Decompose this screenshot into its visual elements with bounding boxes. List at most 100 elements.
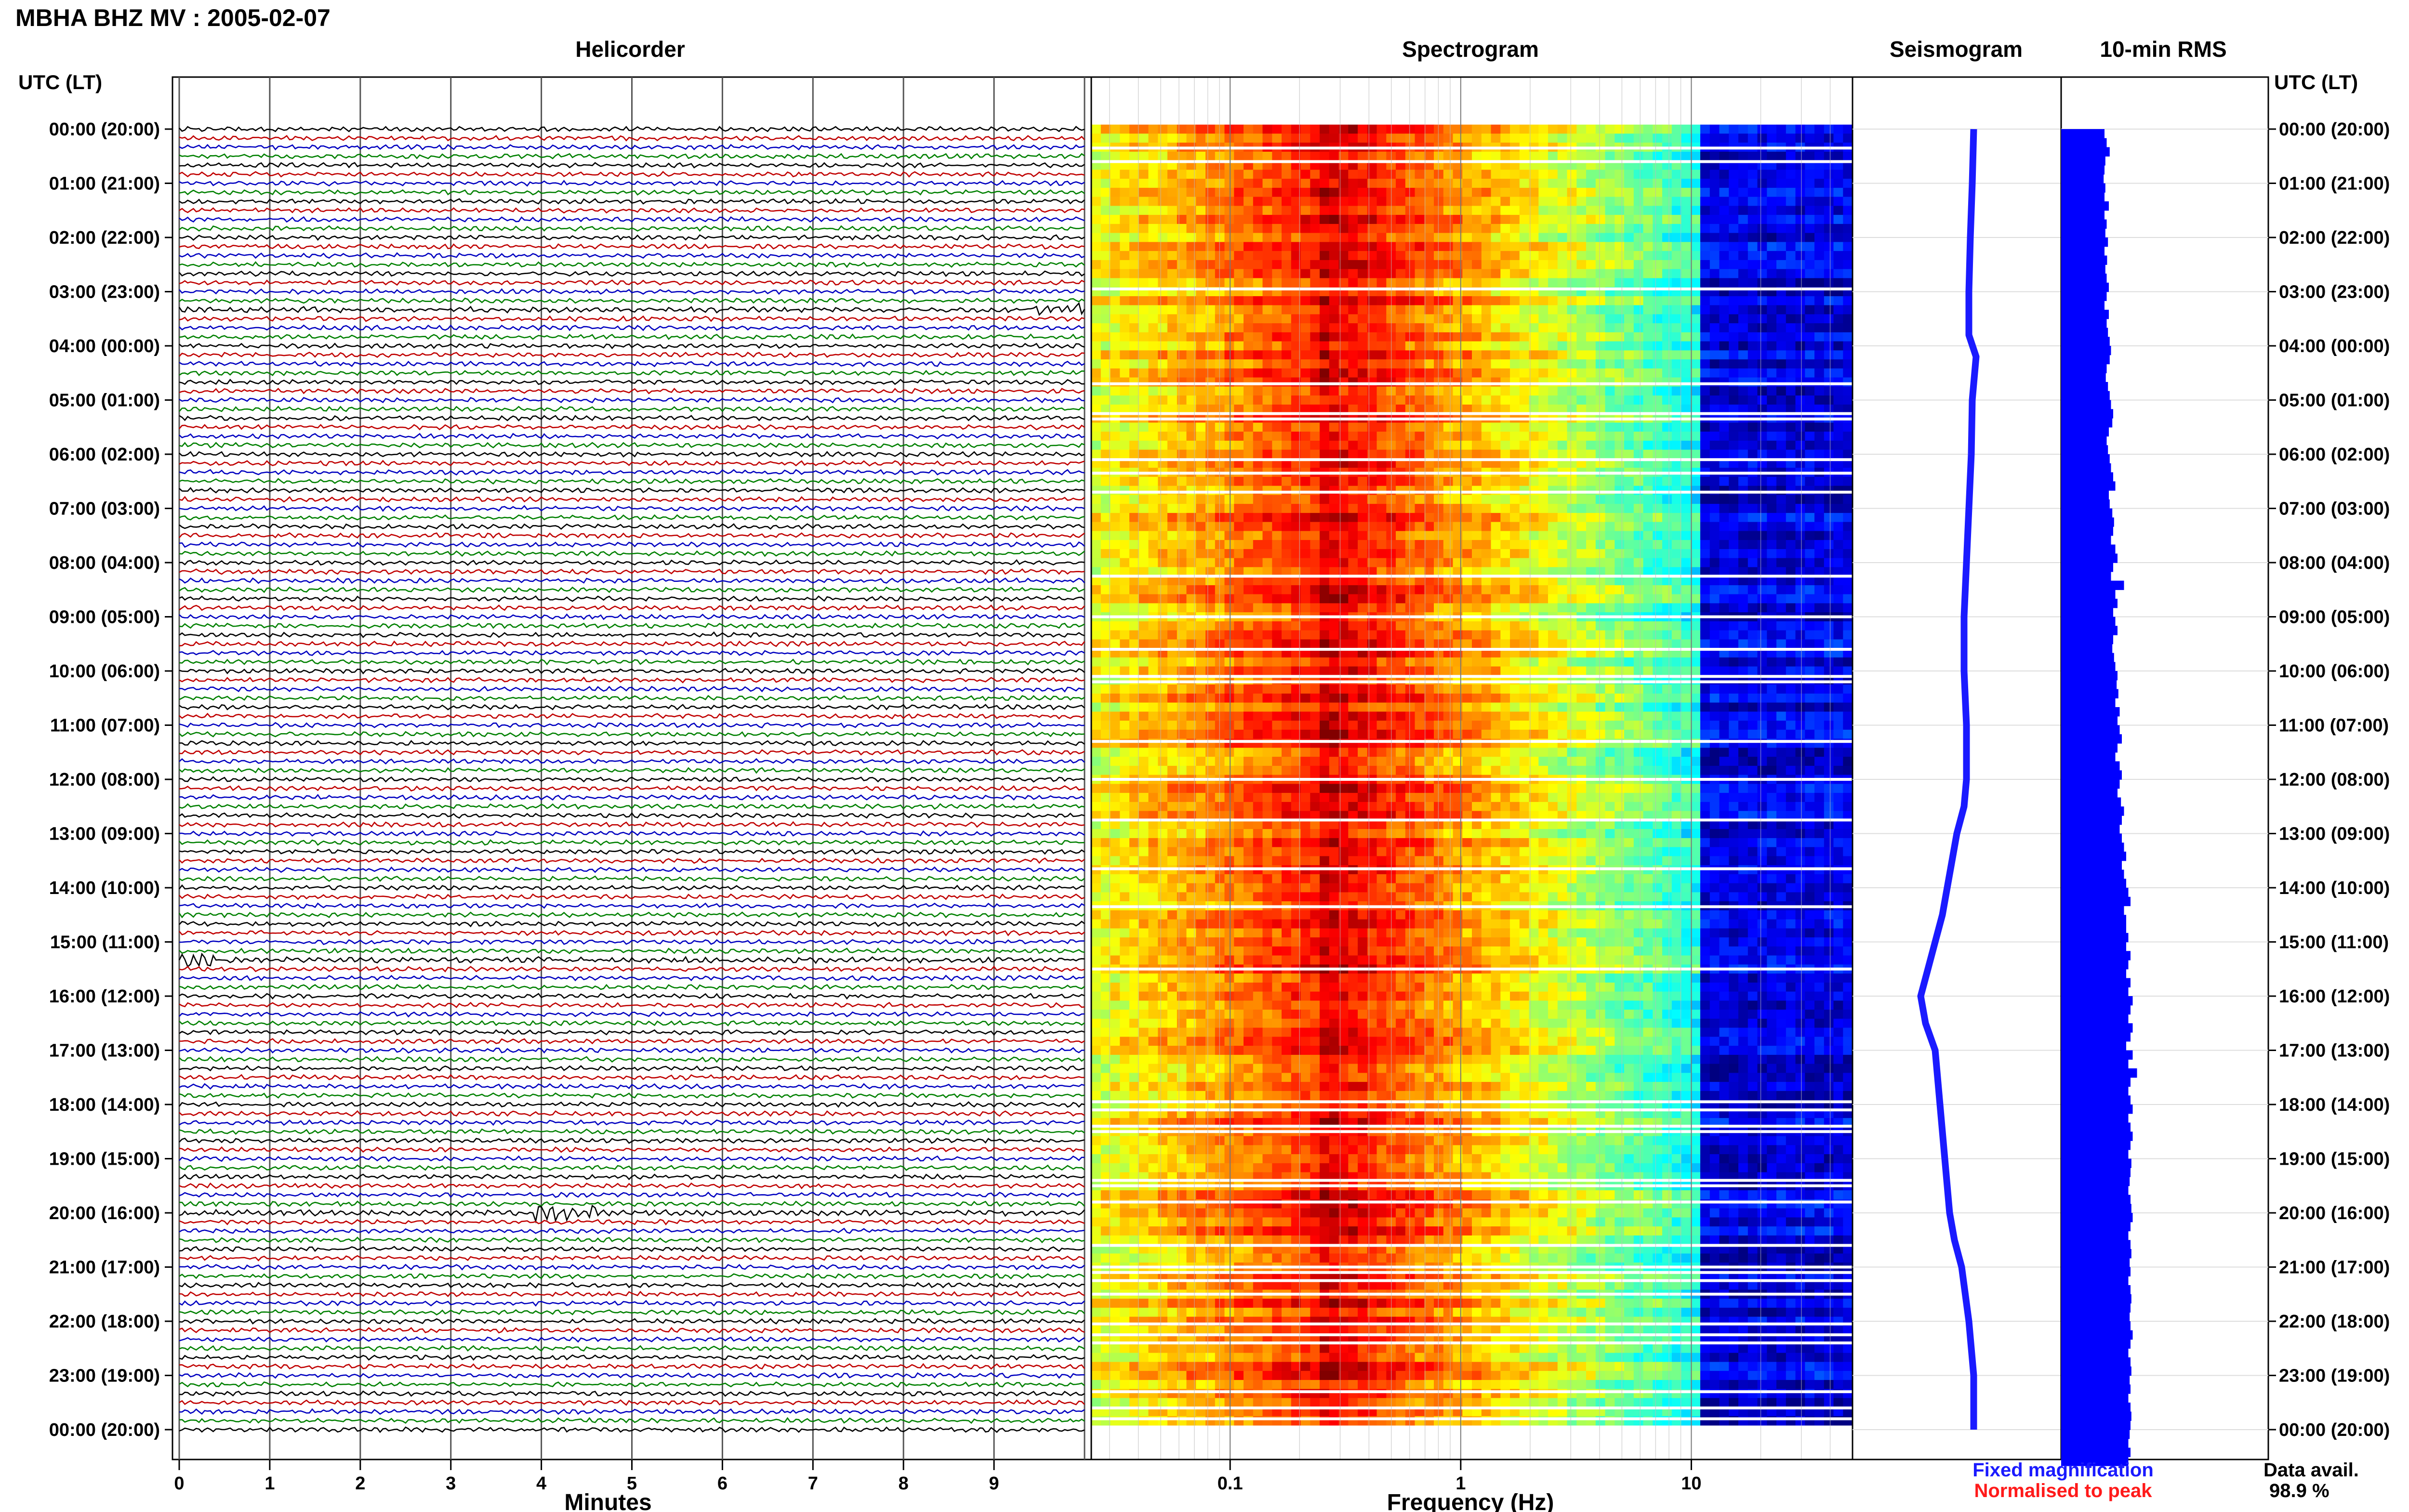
spectrogram-cell xyxy=(1138,269,1149,279)
helicorder-trace xyxy=(179,379,1085,385)
spectrogram-cell xyxy=(1291,540,1301,550)
spectrogram-cell xyxy=(1224,639,1235,649)
spectrogram-cell xyxy=(1262,233,1273,243)
spectrogram-cell xyxy=(1548,432,1558,441)
spectrogram-cell xyxy=(1282,404,1292,414)
spectrogram-cell xyxy=(1282,540,1292,550)
helicorder-trace xyxy=(179,1372,1085,1379)
spectrogram-cell xyxy=(1358,278,1368,288)
helicorder-trace xyxy=(179,234,1085,241)
spectrogram-cell xyxy=(1814,657,1825,667)
spectrogram-cell xyxy=(1529,341,1539,351)
spectrogram-cell xyxy=(1709,377,1720,387)
spectrogram-cell xyxy=(1500,567,1510,577)
spectrogram-cell xyxy=(1786,242,1796,251)
spectrogram-cell xyxy=(1691,368,1701,378)
spectrogram-cell xyxy=(1434,133,1444,143)
spectrogram-cell xyxy=(1377,187,1387,197)
spectrogram-cell xyxy=(1348,594,1358,604)
spectrogram-cell xyxy=(1615,305,1625,315)
spectrogram-cell xyxy=(1291,368,1301,378)
spectrogram-cell xyxy=(1396,269,1406,279)
spectrogram-cell xyxy=(1662,151,1672,161)
spectrogram-cell xyxy=(1538,151,1549,161)
spectrogram-cell xyxy=(1434,233,1444,243)
spectrogram-cell xyxy=(1196,197,1206,207)
spectrogram-cell xyxy=(1415,124,1425,134)
spectrogram-cell xyxy=(1338,151,1349,161)
spectrogram-cell xyxy=(1776,531,1787,540)
spectrogram-cell xyxy=(1244,377,1254,387)
spectrogram-cell xyxy=(1586,197,1596,207)
spectrogram-cell xyxy=(1776,540,1787,550)
spectrogram-cell xyxy=(1833,269,1844,279)
spectrogram-cell xyxy=(1795,260,1806,270)
spectrogram-cell xyxy=(1519,558,1530,568)
spectrogram-cell xyxy=(1576,197,1587,207)
spectrogram-cell xyxy=(1671,206,1682,215)
spectrogram-cell xyxy=(1424,341,1434,351)
spectrogram-cell xyxy=(1633,504,1644,513)
spectrogram-cell xyxy=(1643,567,1654,577)
spectrogram-cell xyxy=(1462,323,1472,333)
spectrogram-cell xyxy=(1282,179,1292,188)
helicorder-x-tick-label: 3 xyxy=(446,1473,456,1494)
spectrogram-cell xyxy=(1605,133,1615,143)
spectrogram-cell xyxy=(1348,350,1358,360)
spectrogram-cell xyxy=(1500,504,1510,513)
spectrogram-cell xyxy=(1567,350,1577,360)
spectrogram-cell xyxy=(1291,233,1301,243)
spectrogram-cell xyxy=(1462,621,1472,631)
spectrogram-cell xyxy=(1282,513,1292,523)
spectrogram-cell xyxy=(1700,269,1710,279)
spectrogram-cell xyxy=(1396,377,1406,387)
spectrogram-cell xyxy=(1615,341,1625,351)
spectrogram-cell xyxy=(1158,449,1168,460)
spectrogram-cell xyxy=(1633,332,1644,342)
spectrogram-cell xyxy=(1310,531,1320,540)
spectrogram-cell xyxy=(1320,206,1330,215)
spectrogram-cell xyxy=(1129,124,1139,134)
spectrogram-cell xyxy=(1186,269,1197,279)
spectrogram-cell xyxy=(1719,630,1730,640)
spectrogram-cell xyxy=(1424,432,1434,441)
spectrogram-cell xyxy=(1291,513,1301,523)
spectrogram-cell xyxy=(1805,260,1815,270)
spectrogram-cell xyxy=(1215,124,1225,134)
spectrogram-cell xyxy=(1424,522,1434,532)
spectrogram-cell xyxy=(1681,305,1692,315)
spectrogram-cell xyxy=(1595,350,1606,360)
spectrogram-cell xyxy=(1196,440,1206,450)
spectrogram-cell xyxy=(1244,151,1254,161)
spectrogram-cell xyxy=(1310,432,1320,441)
spectrogram-cell xyxy=(1300,404,1311,414)
spectrogram-cell xyxy=(1310,504,1320,513)
spectrogram-cell xyxy=(1653,224,1663,234)
spectrogram-cell xyxy=(1776,187,1787,197)
spectrogram-cell xyxy=(1729,459,1739,468)
spectrogram-cell xyxy=(1196,233,1206,243)
spectrogram-cell xyxy=(1767,224,1777,234)
spectrogram-cell xyxy=(1671,278,1682,288)
spectrogram-cell xyxy=(1767,269,1777,279)
spectrogram-cell xyxy=(1824,549,1834,559)
spectrogram-cell xyxy=(1158,359,1168,369)
spectrogram-cell xyxy=(1205,124,1216,134)
spectrogram-cell xyxy=(1338,206,1349,215)
spectrogram-cell xyxy=(1643,422,1654,432)
spectrogram-cell xyxy=(1377,386,1387,396)
spectrogram-cell xyxy=(1576,486,1587,496)
spectrogram-cell xyxy=(1244,567,1254,577)
spectrogram-cell xyxy=(1510,323,1520,333)
spectrogram-cell xyxy=(1615,151,1625,161)
spectrogram-cell xyxy=(1224,359,1235,369)
spectrogram-cell xyxy=(1814,350,1825,360)
spectrogram-cell xyxy=(1120,504,1130,513)
spectrogram-cell xyxy=(1481,639,1492,649)
spectrogram-cell xyxy=(1747,124,1758,134)
spectrogram-cell xyxy=(1329,459,1339,468)
spectrogram-cell xyxy=(1567,621,1577,631)
spectrogram-cell xyxy=(1377,242,1387,251)
spectrogram-cell xyxy=(1205,422,1216,432)
spectrogram-cell xyxy=(1224,540,1235,550)
